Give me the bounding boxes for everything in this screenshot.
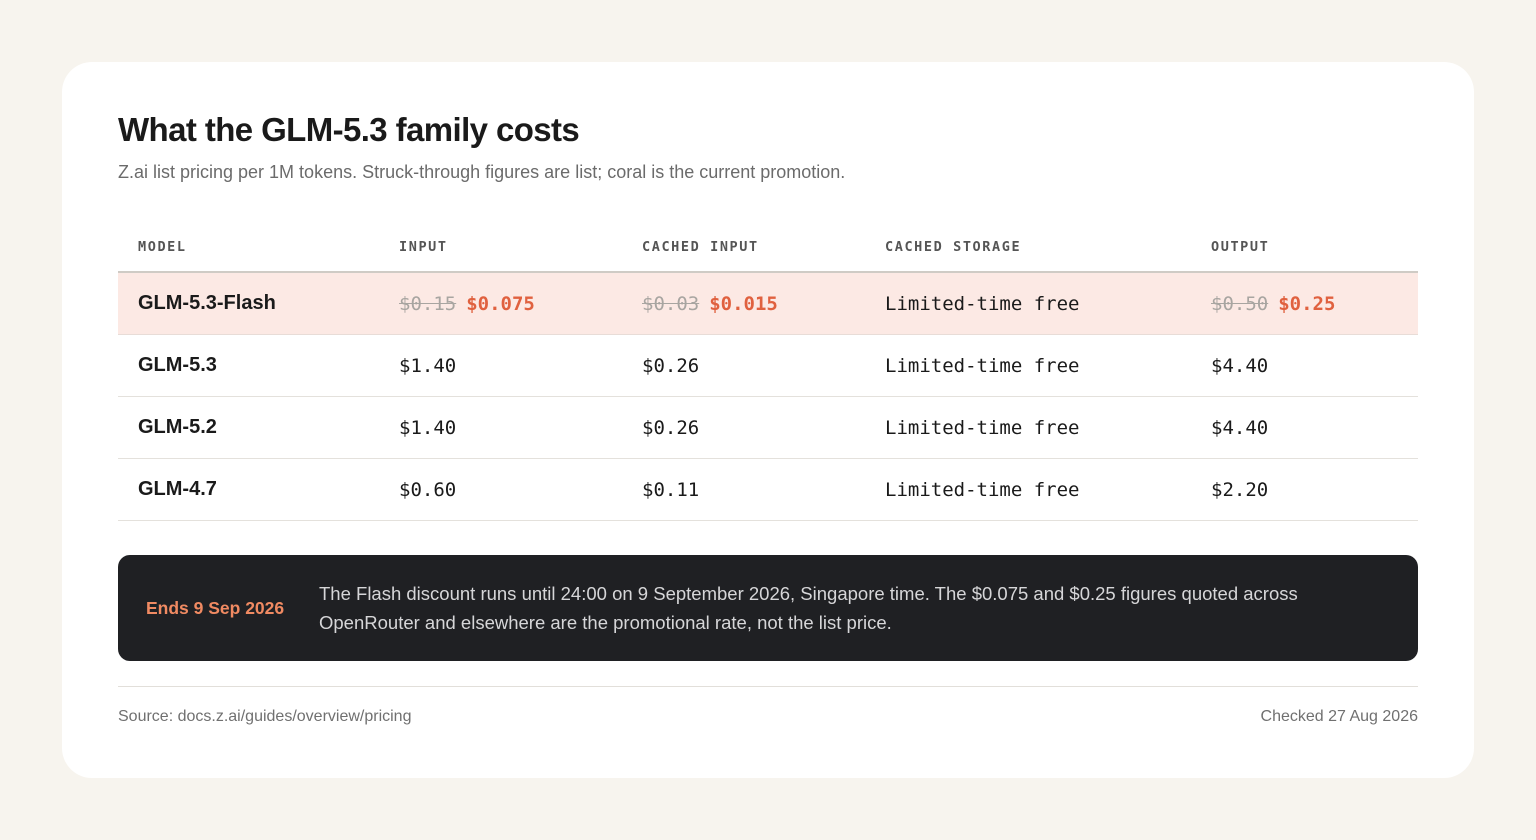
table-row-glm-5-3-flash: GLM-5.3-Flash $0.15 $0.075 $0.03 $0.015 … — [118, 273, 1418, 335]
cached-input-list-price: $0.03 — [642, 292, 700, 315]
model-name: GLM-4.7 — [138, 478, 217, 500]
checked-date: Checked 27 Aug 2026 — [1260, 708, 1418, 725]
cached-input-price: $0.26 — [642, 416, 700, 439]
table-header-row: MODEL INPUT CACHED INPUT CACHED STORAGE … — [118, 222, 1418, 273]
output-price: $4.40 — [1211, 354, 1269, 377]
input-price: $0.60 — [399, 478, 457, 501]
table-row-glm-4-7: GLM-4.7 $0.60 $0.11 Limited-time free $2… — [118, 459, 1418, 521]
footer-divider — [118, 686, 1418, 687]
output-price-cell: $0.50 $0.25 — [1211, 273, 1335, 334]
cached-storage-price: Limited-time free — [885, 292, 1080, 315]
model-name: GLM-5.2 — [138, 416, 217, 438]
cached-storage-price: Limited-time free — [885, 416, 1080, 439]
input-price-cell: $0.15 $0.075 — [399, 273, 535, 334]
column-header-cached-storage: CACHED STORAGE — [885, 239, 1022, 255]
promotion-end-date: Ends 9 Sep 2026 — [146, 597, 285, 618]
output-list-price: $0.50 — [1211, 292, 1269, 315]
cached-storage-price: Limited-time free — [885, 354, 1080, 377]
model-name: GLM-5.3-Flash — [138, 292, 276, 314]
promotion-notice: Ends 9 Sep 2026 The Flash discount runs … — [118, 555, 1418, 661]
input-price: $1.40 — [399, 416, 457, 439]
column-header-output: OUTPUT — [1211, 239, 1270, 255]
output-promo-price: $0.25 — [1278, 292, 1336, 315]
column-header-model: MODEL — [138, 239, 187, 255]
promotion-notice-text: The Flash discount runs until 24:00 on 9… — [319, 583, 1298, 633]
cached-input-price-cell: $0.03 $0.015 — [642, 273, 778, 334]
pricing-card: What the GLM-5.3 family costs Z.ai list … — [62, 62, 1474, 778]
cached-input-price: $0.11 — [642, 478, 700, 501]
output-price: $4.40 — [1211, 416, 1269, 439]
table-row-glm-5-2: GLM-5.2 $1.40 $0.26 Limited-time free $4… — [118, 397, 1418, 459]
page-subtitle: Z.ai list pricing per 1M tokens. Struck-… — [118, 162, 846, 182]
model-name: GLM-5.3 — [138, 354, 217, 376]
page-title: What the GLM-5.3 family costs — [118, 111, 580, 148]
cached-storage-price: Limited-time free — [885, 478, 1080, 501]
input-list-price: $0.15 — [399, 292, 457, 315]
cached-input-promo-price: $0.015 — [709, 292, 778, 315]
output-price: $2.20 — [1211, 478, 1269, 501]
table-row-glm-5-3: GLM-5.3 $1.40 $0.26 Limited-time free $4… — [118, 335, 1418, 397]
column-header-cached-input: CACHED INPUT — [642, 239, 759, 255]
input-price: $1.40 — [399, 354, 457, 377]
pricing-table: MODEL INPUT CACHED INPUT CACHED STORAGE … — [118, 222, 1418, 521]
input-promo-price: $0.075 — [466, 292, 535, 315]
cached-input-price: $0.26 — [642, 354, 700, 377]
source-note: Source: docs.z.ai/guides/overview/pricin… — [118, 708, 412, 725]
column-header-input: INPUT — [399, 239, 448, 255]
